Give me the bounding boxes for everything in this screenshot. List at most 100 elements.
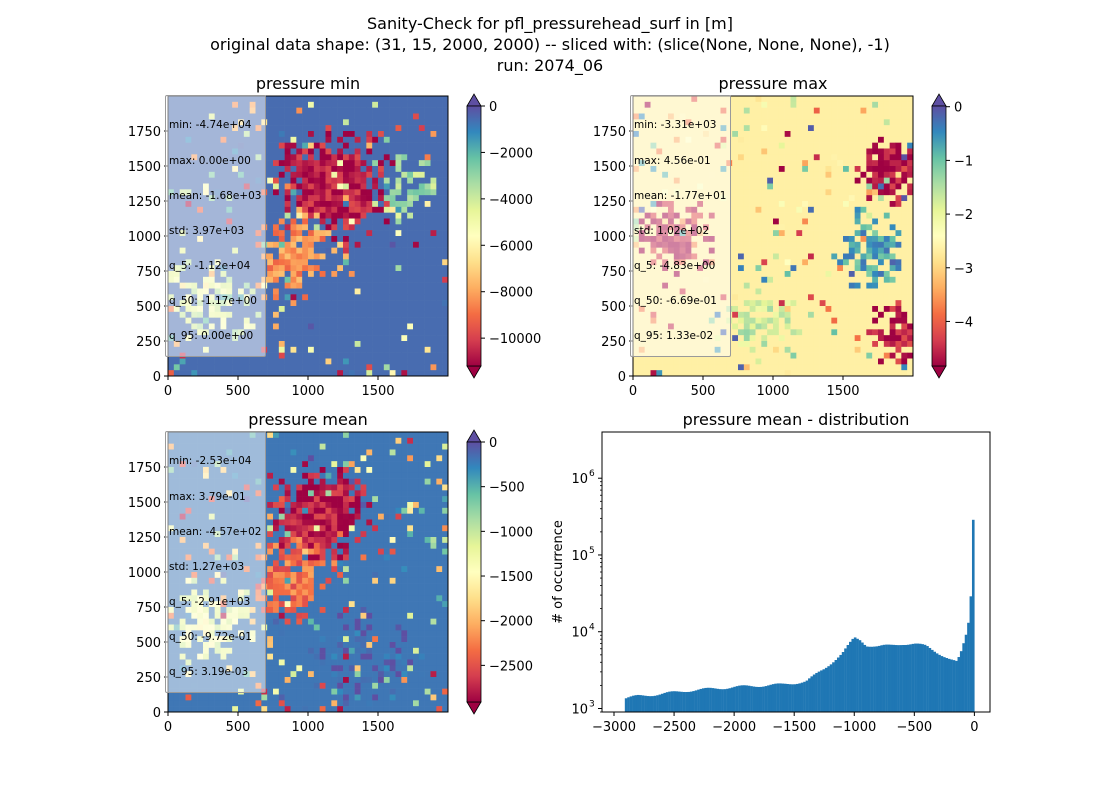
colorbar: [931, 105, 947, 367]
heatmap-cell: [319, 107, 326, 114]
heatmap-cell: [401, 271, 408, 278]
heatmap-cell: [761, 206, 768, 213]
heatmap-cell: [395, 201, 402, 208]
heatmap-cell: [313, 136, 320, 143]
heatmap-cell: [413, 437, 420, 444]
heatmap-cell: [755, 253, 762, 260]
heatmap-cell: [831, 195, 838, 202]
heatmap-cell: [738, 136, 745, 143]
heatmap-cell: [749, 136, 756, 143]
heatmap-cell: [796, 206, 803, 213]
heatmap-cell: [738, 288, 745, 295]
heatmap-cell: [273, 171, 280, 178]
heatmap-cell: [424, 253, 431, 260]
heatmap-cell: [860, 125, 867, 132]
heatmap-cell: [883, 247, 890, 254]
heatmap-cell: [778, 311, 785, 318]
heatmap-cell: [383, 455, 390, 462]
heatmap-cell: [697, 358, 704, 365]
heatmap-cell: [401, 107, 408, 114]
heatmap-cell: [837, 311, 844, 318]
heatmap-cell: [296, 119, 303, 126]
heatmap-cell: [802, 358, 809, 365]
heatmap-cell: [366, 449, 373, 456]
heatmap-cell: [790, 142, 797, 149]
heatmap-cell: [831, 183, 838, 190]
heatmap-cell: [808, 154, 815, 161]
heatmap-cell: [296, 218, 303, 225]
heatmap-cell: [755, 247, 762, 254]
heatmap-cell: [872, 212, 879, 219]
heatmap-cell: [889, 212, 896, 219]
heatmap-cell: [813, 224, 820, 231]
heatmap-cell: [430, 206, 437, 213]
heatmap-cell: [761, 364, 768, 371]
heatmap-cell: [267, 154, 274, 161]
heatmap-cell: [360, 241, 367, 248]
heatmap-cell: [901, 96, 908, 103]
heatmap-cell: [372, 241, 379, 248]
heatmap-cell: [854, 253, 861, 260]
heatmap-cell: [424, 265, 431, 272]
heatmap-cell: [773, 306, 780, 313]
heatmap-cell: [348, 461, 355, 468]
heatmap-cell: [889, 253, 896, 260]
heatmap-cell: [848, 206, 855, 213]
heatmap-cell: [273, 236, 280, 243]
heatmap-cell: [854, 119, 861, 126]
heatmap-cell: [395, 166, 402, 173]
heatmap-cell: [708, 370, 715, 377]
heatmap-cell: [778, 195, 785, 202]
heatmap-cell: [907, 183, 914, 190]
heatmap-cell: [278, 300, 285, 307]
heatmap-cell: [436, 96, 443, 103]
heatmap-cell: [784, 136, 791, 143]
heatmap-cell: [232, 364, 239, 371]
heatmap-cell: [273, 443, 280, 450]
heatmap-cell: [866, 148, 873, 155]
heatmap-cell: [796, 148, 803, 155]
heatmap-cell: [424, 461, 431, 468]
heatmap-cell: [790, 201, 797, 208]
heatmap-cell: [430, 171, 437, 178]
heatmap-cell: [889, 101, 896, 108]
y-tick-label: 1750: [593, 125, 626, 140]
heatmap-cell: [883, 253, 890, 260]
heatmap-cell: [313, 131, 320, 138]
heatmap-cell: [831, 96, 838, 103]
heatmap-cell: [273, 212, 280, 219]
heatmap-cell: [354, 276, 361, 283]
heatmap-cell: [866, 154, 873, 161]
heatmap-cell: [278, 288, 285, 295]
heatmap-cell: [907, 346, 914, 353]
heatmap-cell: [383, 136, 390, 143]
heatmap-cell: [738, 335, 745, 342]
heatmap-cell: [296, 358, 303, 365]
heatmap-cell: [273, 195, 280, 202]
colorbar-tick-label: −2: [954, 208, 973, 223]
heatmap-cell: [413, 253, 420, 260]
heatmap-cell: [860, 341, 867, 348]
heatmap-cell: [813, 346, 820, 353]
heatmap-cell: [866, 259, 873, 266]
heatmap-cell: [436, 125, 443, 132]
heatmap-cell: [267, 317, 274, 324]
heatmap-cell: [308, 358, 315, 365]
heatmap-cell: [354, 230, 361, 237]
heatmap-cell: [773, 265, 780, 272]
heatmap-cell: [378, 230, 385, 237]
heatmap-cell: [895, 189, 902, 196]
heatmap-cell: [749, 142, 756, 149]
heatmap-cell: [878, 370, 885, 377]
heatmap-cell: [825, 195, 832, 202]
heatmap-cell: [319, 276, 326, 283]
heatmap-cell: [837, 171, 844, 178]
heatmap-cell: [889, 335, 896, 342]
heatmap-cell: [860, 218, 867, 225]
heatmap-cell: [348, 236, 355, 243]
heatmap-cell: [843, 107, 850, 114]
panel-title: pressure max: [718, 74, 827, 93]
heatmap-cell: [802, 352, 809, 359]
heatmap-cell: [372, 177, 379, 184]
heatmap-cell: [802, 300, 809, 307]
